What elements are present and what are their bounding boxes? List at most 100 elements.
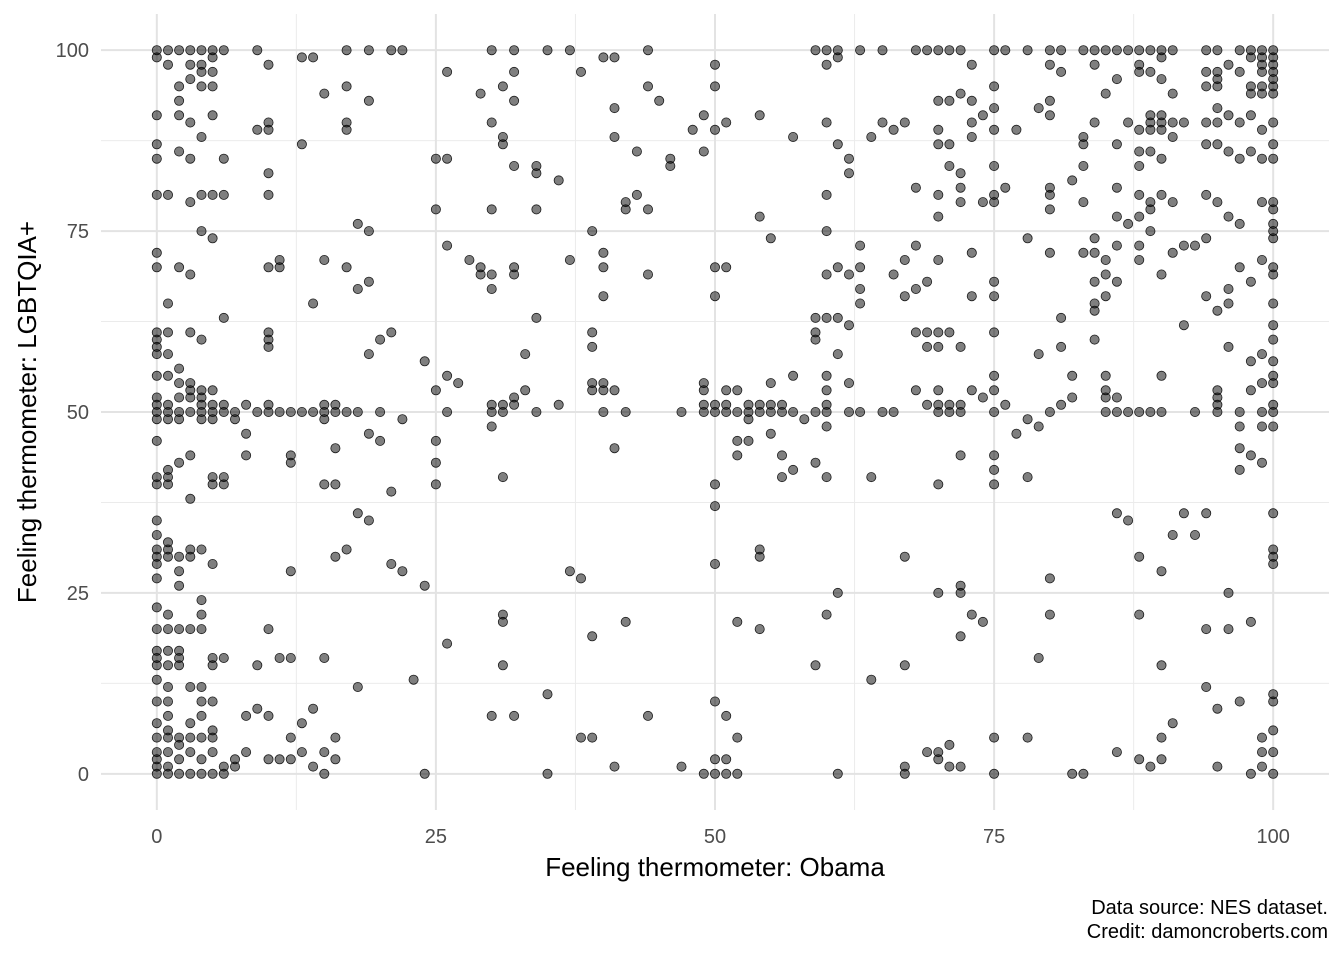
data-point <box>944 139 955 150</box>
data-point <box>442 153 453 164</box>
data-point <box>1134 146 1145 157</box>
data-point <box>821 406 832 417</box>
data-point <box>151 674 162 685</box>
data-point <box>1268 725 1279 736</box>
data-point <box>765 428 776 439</box>
data-point <box>631 189 642 200</box>
data-point <box>430 153 441 164</box>
data-point <box>1190 240 1201 251</box>
data-point <box>520 349 531 360</box>
data-point <box>1268 269 1279 280</box>
data-point <box>1268 508 1279 519</box>
data-point <box>162 370 173 381</box>
data-point <box>1268 559 1279 570</box>
data-point <box>151 602 162 613</box>
data-point <box>1257 66 1268 77</box>
data-point <box>1257 421 1268 432</box>
data-point <box>1111 392 1122 403</box>
data-point <box>274 406 285 417</box>
data-point <box>899 660 910 671</box>
data-point <box>419 356 430 367</box>
data-point <box>1167 247 1178 258</box>
data-point <box>1156 660 1167 671</box>
data-point <box>263 59 274 70</box>
data-point <box>754 551 765 562</box>
data-point <box>687 124 698 135</box>
data-point <box>710 479 721 490</box>
data-point <box>207 385 218 396</box>
data-point <box>174 551 185 562</box>
data-point <box>832 349 843 360</box>
data-point <box>1245 385 1256 396</box>
data-point <box>933 95 944 106</box>
data-point <box>698 406 709 417</box>
data-point <box>319 768 330 779</box>
data-point <box>922 399 933 410</box>
data-point <box>218 479 229 490</box>
data-point <box>1134 66 1145 77</box>
data-point <box>263 710 274 721</box>
data-point <box>196 696 207 707</box>
data-point <box>1245 276 1256 287</box>
data-point <box>1078 45 1089 56</box>
data-point <box>989 160 1000 171</box>
data-point <box>430 385 441 396</box>
data-point <box>430 435 441 446</box>
data-point <box>1022 45 1033 56</box>
data-point <box>933 189 944 200</box>
data-point <box>1078 160 1089 171</box>
data-point <box>576 573 587 584</box>
data-point <box>1257 378 1268 389</box>
caption-data-source: Data source: NES dataset. <box>1091 897 1328 919</box>
data-point <box>1078 197 1089 208</box>
data-point <box>218 153 229 164</box>
data-point <box>1234 421 1245 432</box>
data-point <box>207 747 218 758</box>
data-point <box>721 385 732 396</box>
data-point <box>989 45 1000 56</box>
data-point <box>955 197 966 208</box>
data-point <box>944 761 955 772</box>
data-point <box>643 710 654 721</box>
data-point <box>765 378 776 389</box>
data-point <box>241 747 252 758</box>
data-point <box>162 349 173 360</box>
data-point <box>1234 406 1245 417</box>
data-point <box>609 52 620 63</box>
data-point <box>497 472 508 483</box>
data-point <box>453 378 464 389</box>
data-point <box>1123 515 1134 526</box>
data-point <box>330 754 341 765</box>
data-point <box>1100 45 1111 56</box>
data-point <box>1145 45 1156 56</box>
data-point <box>162 479 173 490</box>
data-point <box>1089 59 1100 70</box>
data-point <box>832 262 843 273</box>
data-point <box>765 233 776 244</box>
data-point <box>162 414 173 425</box>
data-point <box>966 131 977 142</box>
data-point <box>710 501 721 512</box>
data-point <box>899 117 910 128</box>
data-point <box>363 515 374 526</box>
data-point <box>1111 406 1122 417</box>
data-point <box>1268 421 1279 432</box>
data-point <box>352 283 363 294</box>
data-point <box>609 385 620 396</box>
data-point <box>151 573 162 584</box>
data-point <box>710 262 721 273</box>
data-point <box>1044 189 1055 200</box>
data-point <box>207 414 218 425</box>
data-point <box>1145 124 1156 135</box>
data-point <box>989 406 1000 417</box>
x-tick-label: 75 <box>983 826 1005 848</box>
data-point <box>185 732 196 743</box>
data-point <box>162 189 173 200</box>
data-point <box>788 464 799 475</box>
data-point <box>1212 103 1223 114</box>
data-point <box>430 479 441 490</box>
data-point <box>330 551 341 562</box>
data-point <box>955 88 966 99</box>
data-point <box>866 674 877 685</box>
data-point <box>977 110 988 121</box>
